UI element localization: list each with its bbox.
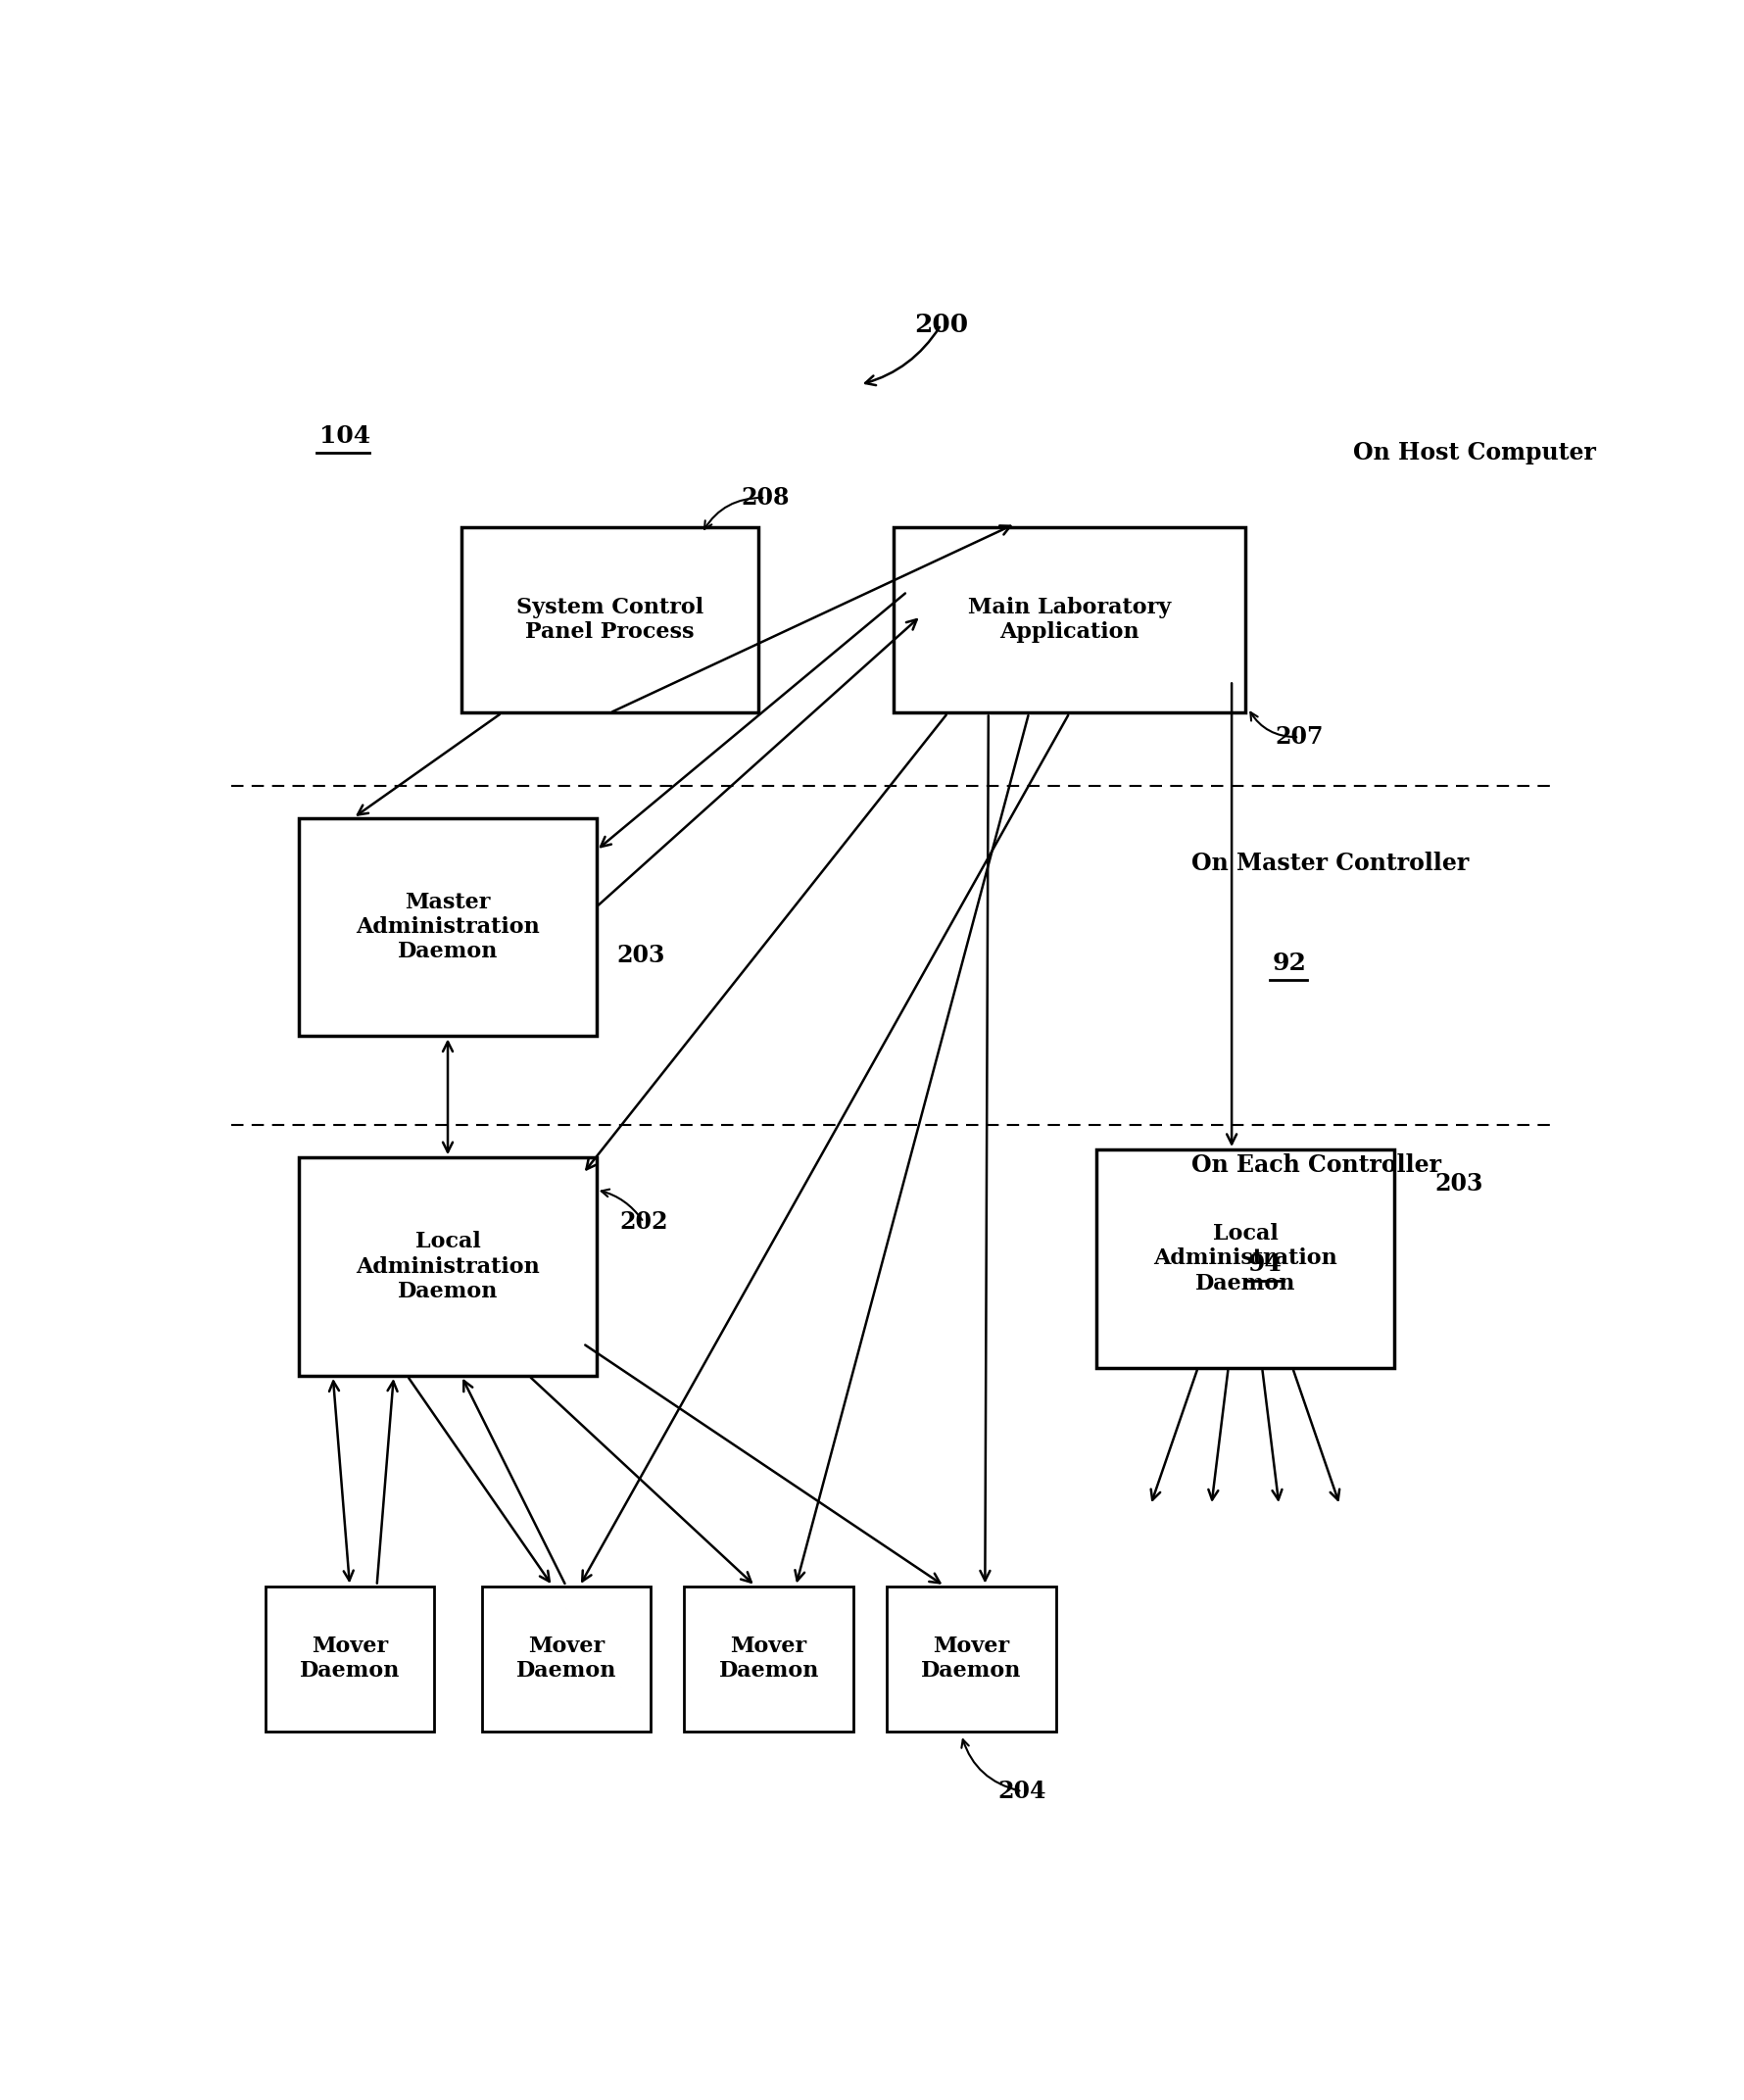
Text: Mover
Daemon: Mover Daemon — [300, 1636, 399, 1682]
Text: On Each Controller: On Each Controller — [1191, 1153, 1441, 1178]
Text: Local
Administration
Daemon: Local Administration Daemon — [1153, 1222, 1338, 1294]
FancyBboxPatch shape — [684, 1586, 853, 1732]
Text: 202: 202 — [619, 1210, 668, 1235]
FancyBboxPatch shape — [895, 527, 1245, 712]
Text: 203: 203 — [617, 943, 664, 968]
Text: Mover
Daemon: Mover Daemon — [921, 1636, 1022, 1682]
Text: Master
Administration
Daemon: Master Administration Daemon — [356, 890, 539, 962]
Text: Mover
Daemon: Mover Daemon — [719, 1636, 820, 1682]
FancyBboxPatch shape — [300, 817, 596, 1035]
Text: Main Laboratory
Application: Main Laboratory Application — [968, 596, 1170, 643]
FancyBboxPatch shape — [1097, 1149, 1393, 1367]
FancyBboxPatch shape — [265, 1586, 434, 1732]
Text: 200: 200 — [914, 313, 968, 336]
FancyBboxPatch shape — [888, 1586, 1057, 1732]
Text: 208: 208 — [741, 485, 790, 510]
Text: On Master Controller: On Master Controller — [1191, 851, 1468, 876]
FancyBboxPatch shape — [300, 1157, 596, 1376]
FancyBboxPatch shape — [460, 527, 759, 712]
Text: Mover
Daemon: Mover Daemon — [516, 1636, 616, 1682]
Text: 104: 104 — [319, 424, 370, 447]
Text: 207: 207 — [1275, 724, 1324, 750]
Text: System Control
Panel Process: System Control Panel Process — [516, 596, 703, 643]
Text: Local
Administration
Daemon: Local Administration Daemon — [356, 1231, 539, 1302]
Text: 92: 92 — [1273, 951, 1306, 974]
Text: 94: 94 — [1249, 1252, 1282, 1277]
Text: 204: 204 — [998, 1779, 1046, 1804]
Text: On Host Computer: On Host Computer — [1353, 441, 1596, 464]
Text: 203: 203 — [1434, 1172, 1482, 1195]
FancyBboxPatch shape — [481, 1586, 651, 1732]
